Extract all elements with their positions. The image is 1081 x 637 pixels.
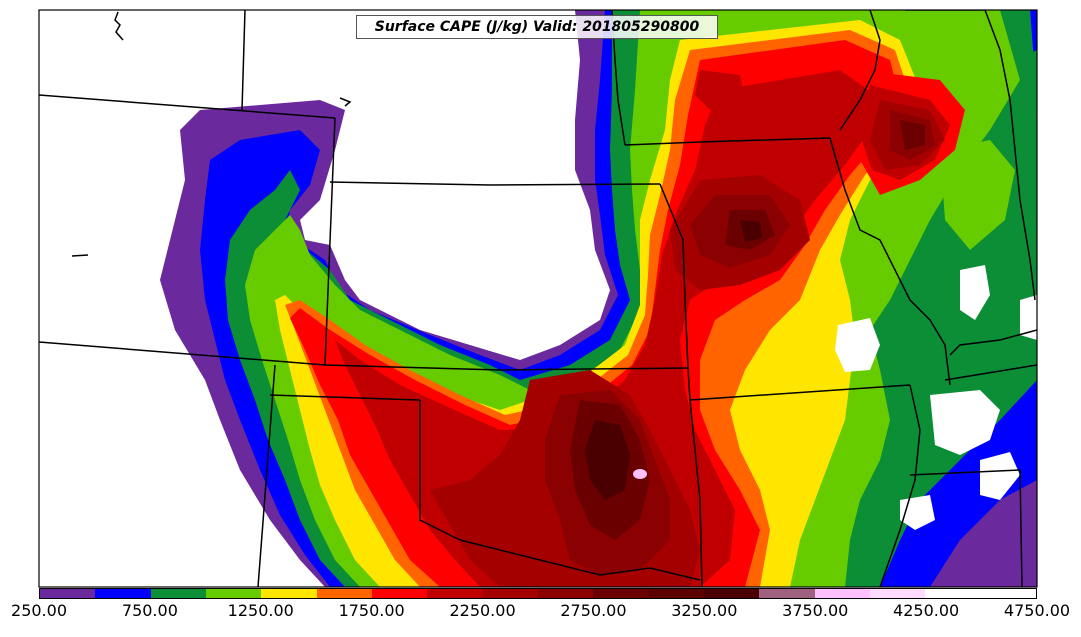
colorbar-swatch xyxy=(648,589,704,598)
cape-field xyxy=(160,10,1037,587)
colorbar-tick-label: 1250.00 xyxy=(227,601,294,620)
colorbar-swatch xyxy=(925,589,981,598)
colorbar-swatch xyxy=(703,589,760,598)
colorbar-swatch xyxy=(427,589,483,598)
colorbar-swatch xyxy=(95,589,151,598)
colorbar-swatch xyxy=(261,589,317,598)
colorbar-tick-label: 1750.00 xyxy=(338,601,405,620)
colorbar-tick-label: 3750.00 xyxy=(782,601,849,620)
colorbar-tick-label: 2250.00 xyxy=(449,601,516,620)
colorbar-swatch xyxy=(980,589,1036,598)
map-title: Surface CAPE (J/kg) Valid: 201805290800 xyxy=(356,15,718,39)
colorbar-swatch xyxy=(759,589,815,598)
map-frame-border xyxy=(38,9,1038,588)
colorbar-swatch xyxy=(205,589,262,598)
colorbar-swatch xyxy=(150,589,206,598)
colorbar-swatch xyxy=(593,589,649,598)
colorbar-swatch xyxy=(371,589,428,598)
colorbar-tick-label: 750.00 xyxy=(121,601,178,620)
colorbar-tick-label: 2750.00 xyxy=(560,601,627,620)
state-boundaries xyxy=(39,10,1037,587)
colorbar-swatch xyxy=(40,589,96,598)
colorbar-swatch xyxy=(869,589,926,598)
colorbar xyxy=(39,588,1037,599)
colorbar-swatch xyxy=(316,589,372,598)
colorbar-labels: 250.00 750.00 1250.00 1750.00 2250.00 2750.00… xyxy=(0,601,1081,625)
colorbar-tick-label: 250.00 xyxy=(11,601,67,620)
colorbar-swatch xyxy=(482,589,538,598)
colorbar-tick-label: 4250.00 xyxy=(893,601,960,620)
colorbar-swatch xyxy=(814,589,870,598)
colorbar-swatch xyxy=(537,589,594,598)
colorbar-tick-label: 3250.00 xyxy=(671,601,738,620)
lake-outlines xyxy=(71,11,352,257)
colorbar-tick-label: 4750.00 xyxy=(1003,601,1071,620)
